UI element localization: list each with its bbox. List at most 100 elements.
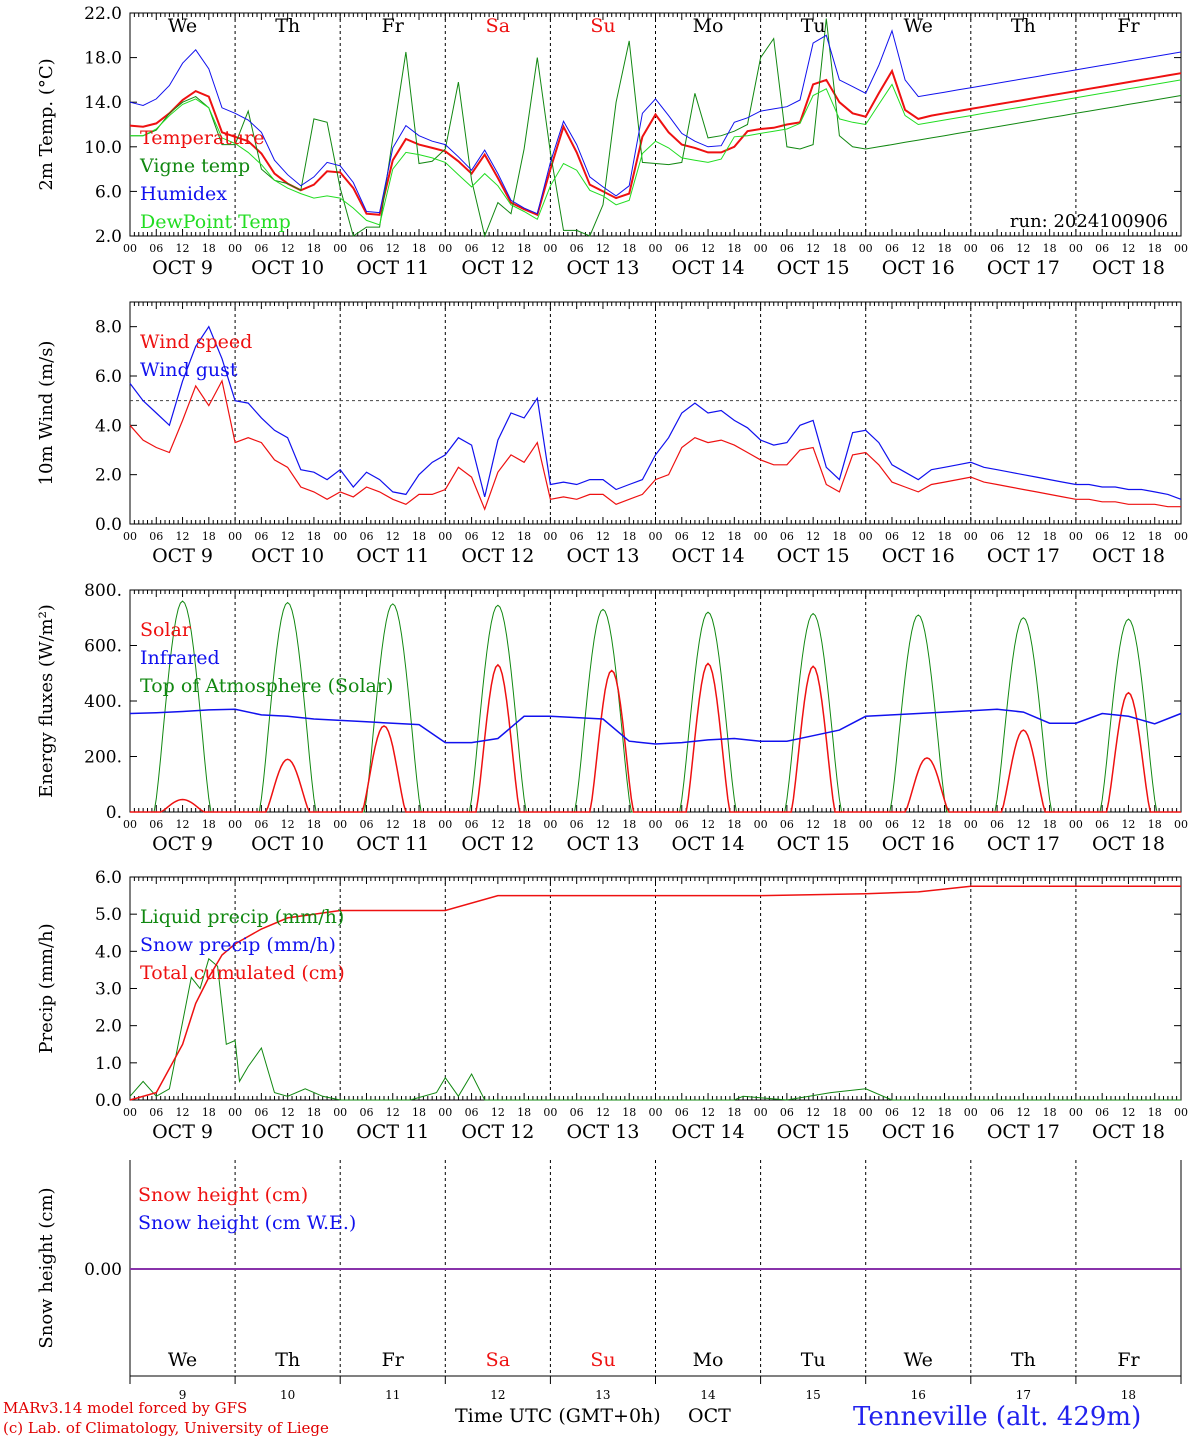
day-number-label: 12 xyxy=(490,1388,505,1402)
hour-tick-label: 18 xyxy=(832,242,846,255)
date-label: OCT 17 xyxy=(987,1121,1060,1143)
hour-tick-label: 12 xyxy=(1121,1106,1135,1119)
date-label: OCT 12 xyxy=(461,1121,534,1143)
hour-tick-label: 12 xyxy=(176,242,190,255)
day-of-week-label: Th xyxy=(275,1349,300,1371)
hour-tick-label: 18 xyxy=(727,818,741,831)
legend-entry: Infrared xyxy=(140,647,220,669)
date-label: OCT 12 xyxy=(461,833,534,855)
hour-tick-label: 18 xyxy=(727,1106,741,1119)
hour-tick-label: 00 xyxy=(123,818,137,831)
hour-tick-label: 12 xyxy=(386,818,400,831)
hour-tick-label: 06 xyxy=(1095,1106,1109,1119)
y-tick-label: 14.0 xyxy=(84,93,122,113)
day-of-week-label: Fr xyxy=(382,1349,405,1371)
hour-tick-label: 06 xyxy=(675,1106,689,1119)
hour-tick-label: 12 xyxy=(176,818,190,831)
month-label: OCT xyxy=(688,1405,731,1427)
time-axis-label: Time UTC (GMT+0h) xyxy=(455,1405,661,1427)
legend-entry: DewPoint Temp xyxy=(140,211,291,233)
y-axis-label: Snow height (cm) xyxy=(36,1187,57,1348)
legend-entry: Snow height (cm) xyxy=(138,1184,308,1206)
legend-entry: Wind gust xyxy=(140,359,238,381)
date-label: OCT 15 xyxy=(777,545,850,567)
hour-tick-label: 00 xyxy=(333,242,347,255)
y-tick-label: 6.0 xyxy=(95,868,122,888)
hour-tick-label: 00 xyxy=(438,530,452,543)
y-tick-label: 600. xyxy=(84,637,122,657)
date-label: OCT 9 xyxy=(152,1121,213,1143)
y-tick-label: 0.00 xyxy=(84,1260,122,1280)
y-tick-label: 2.0 xyxy=(95,1017,122,1037)
date-label: OCT 13 xyxy=(566,545,639,567)
hour-tick-label: 12 xyxy=(806,530,820,543)
hour-tick-label: 12 xyxy=(701,242,715,255)
lab-credit: (c) Lab. of Climatology, University of L… xyxy=(3,1419,329,1437)
hour-tick-label: 12 xyxy=(176,530,190,543)
hour-tick-label: 12 xyxy=(806,1106,820,1119)
hour-tick-label: 06 xyxy=(990,1106,1004,1119)
hour-tick-label: 06 xyxy=(885,1106,899,1119)
date-label: OCT 11 xyxy=(356,545,429,567)
hour-tick-label: 12 xyxy=(596,1106,610,1119)
date-label: OCT 16 xyxy=(882,833,955,855)
hour-tick-label: 00 xyxy=(1069,818,1083,831)
y-axis-label: Precip (mm/h) xyxy=(36,923,57,1053)
hour-tick-label: 12 xyxy=(806,818,820,831)
hour-tick-label: 12 xyxy=(1016,242,1030,255)
hour-tick-label: 18 xyxy=(1148,818,1162,831)
date-label: OCT 18 xyxy=(1092,833,1165,855)
hour-tick-label: 06 xyxy=(149,1106,163,1119)
y-tick-label: 0.0 xyxy=(95,515,122,535)
hour-tick-label: 00 xyxy=(543,242,557,255)
day-of-week-label: Fr xyxy=(382,15,405,37)
hour-tick-label: 18 xyxy=(412,242,426,255)
date-label: OCT 17 xyxy=(987,257,1060,279)
date-label: OCT 18 xyxy=(1092,1121,1165,1143)
hour-tick-label: 06 xyxy=(359,1106,373,1119)
date-label: OCT 13 xyxy=(566,833,639,855)
hour-tick-label: 12 xyxy=(596,530,610,543)
y-tick-label: 4.0 xyxy=(95,416,122,436)
date-label: OCT 9 xyxy=(152,833,213,855)
date-label: OCT 14 xyxy=(672,1121,745,1143)
date-label: OCT 16 xyxy=(882,257,955,279)
day-of-week-label: We xyxy=(904,15,933,37)
date-label: OCT 13 xyxy=(566,1121,639,1143)
hour-tick-label: 18 xyxy=(517,242,531,255)
day-of-week-label: Fr xyxy=(1117,1349,1140,1371)
hour-tick-label: 06 xyxy=(675,530,689,543)
hour-tick-label: 06 xyxy=(570,242,584,255)
hour-tick-label: 18 xyxy=(202,530,216,543)
hour-tick-label: 18 xyxy=(938,1106,952,1119)
date-label: OCT 16 xyxy=(882,545,955,567)
day-of-week-label: We xyxy=(168,15,197,37)
hour-tick-label: 00 xyxy=(1174,530,1188,543)
hour-tick-label: 06 xyxy=(1095,242,1109,255)
day-of-week-label: Su xyxy=(590,15,615,37)
hour-tick-label: 06 xyxy=(885,818,899,831)
legend-entry: Snow precip (mm/h) xyxy=(140,934,336,956)
hour-tick-label: 12 xyxy=(1016,818,1030,831)
hour-tick-label: 18 xyxy=(1043,242,1057,255)
day-number-label: 15 xyxy=(806,1388,821,1402)
hour-tick-label: 00 xyxy=(754,1106,768,1119)
hour-tick-label: 06 xyxy=(254,1106,268,1119)
day-of-week-label: Tu xyxy=(801,15,826,37)
hour-tick-label: 18 xyxy=(938,818,952,831)
run-label: run: 2024100906 xyxy=(1010,211,1168,232)
date-label: OCT 15 xyxy=(777,833,850,855)
hour-tick-label: 06 xyxy=(990,818,1004,831)
hour-tick-label: 00 xyxy=(754,530,768,543)
day-of-week-label: Tu xyxy=(801,1349,826,1371)
y-tick-label: 400. xyxy=(84,692,122,712)
hour-tick-label: 06 xyxy=(780,818,794,831)
hour-tick-label: 00 xyxy=(1174,1106,1188,1119)
hour-tick-label: 18 xyxy=(1148,1106,1162,1119)
day-number-label: 13 xyxy=(595,1388,610,1402)
hour-tick-label: 00 xyxy=(964,242,978,255)
hour-tick-label: 06 xyxy=(149,242,163,255)
hour-tick-label: 12 xyxy=(386,242,400,255)
hour-tick-label: 00 xyxy=(649,242,663,255)
date-label: OCT 12 xyxy=(461,257,534,279)
